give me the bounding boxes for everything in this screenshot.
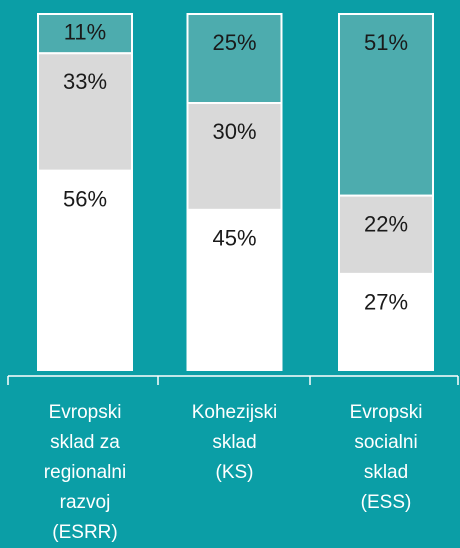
value-label: 33% — [63, 69, 107, 94]
x-tick-label: Evropski sklad za regionalni razvoj (ESRR) — [44, 402, 126, 543]
bar-segment — [186, 13, 283, 104]
bar-segment — [37, 169, 133, 371]
bar-segment — [37, 13, 133, 55]
value-label: 30% — [212, 119, 256, 144]
value-label: 25% — [212, 30, 256, 55]
value-label: 51% — [364, 30, 408, 55]
value-label: 22% — [364, 211, 408, 236]
value-label: 11% — [64, 19, 106, 44]
bar-segment — [338, 272, 434, 372]
x-tick-label: Kohezijski sklad (KS) — [192, 402, 278, 483]
value-label: 27% — [364, 290, 408, 315]
bar-segment — [37, 52, 133, 172]
value-label: 45% — [212, 226, 256, 251]
bar-segment — [338, 13, 434, 197]
x-tick-label: Evropski socialni sklad (ESS) — [350, 402, 423, 513]
value-label: 56% — [63, 186, 107, 211]
